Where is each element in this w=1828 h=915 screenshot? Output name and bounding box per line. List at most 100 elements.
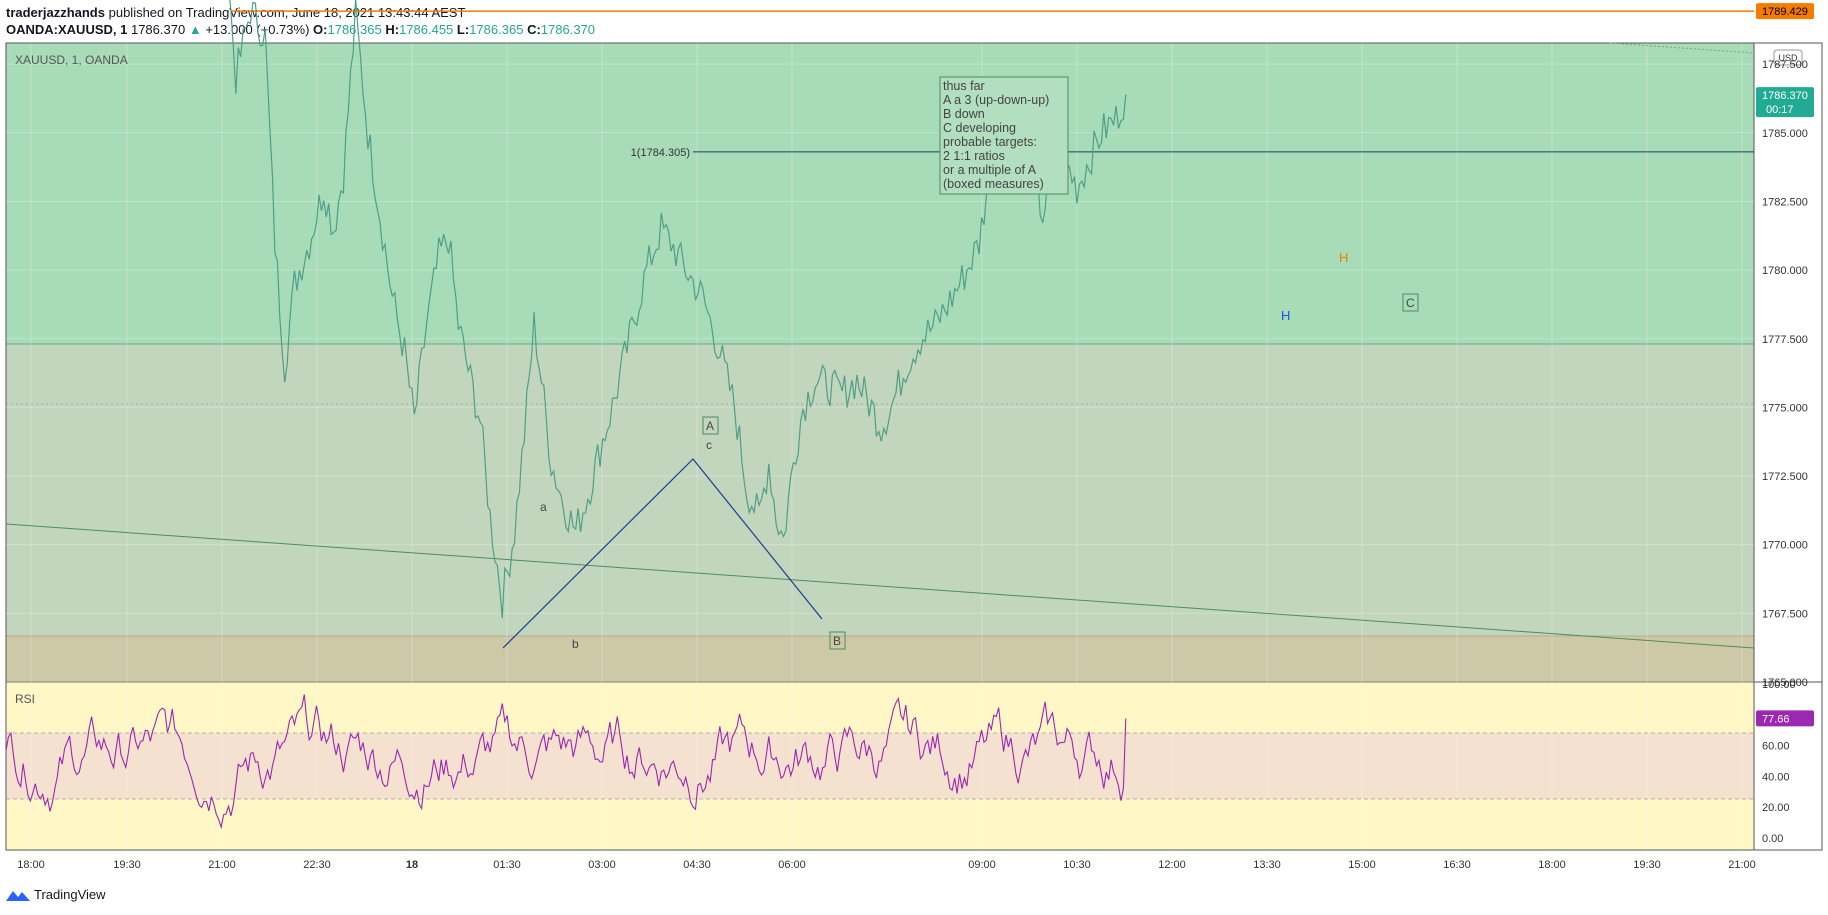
price-tick-label: 1767.500 bbox=[1762, 608, 1808, 620]
time-tick-label: 22:30 bbox=[303, 859, 331, 871]
tradingview-logo-icon bbox=[6, 890, 30, 901]
publish-text: published on TradingView.com, June 18, 2… bbox=[108, 5, 466, 20]
marker-H-orange: H bbox=[1339, 250, 1348, 265]
price-tick-label: 1790.000 bbox=[1762, 0, 1808, 3]
time-tick-label: 18:00 bbox=[1538, 859, 1566, 871]
marker-H-blue: H bbox=[1281, 308, 1290, 323]
chart-title: XAUUSD, 1, OANDA bbox=[15, 53, 128, 67]
time-tick-label: 19:30 bbox=[113, 859, 141, 871]
horizontal-lines[interactable] bbox=[231, 0, 1754, 12]
time-tick-label: 15:00 bbox=[1348, 859, 1376, 871]
price-tick-label: 1780.000 bbox=[1762, 265, 1808, 277]
note-line: A a 3 (up-down-up) bbox=[943, 93, 1049, 107]
green-zone bbox=[6, 43, 1754, 344]
price-tag-label: 1789.429 bbox=[1762, 6, 1808, 18]
rsi-tag-bg bbox=[1756, 710, 1814, 727]
chart-area[interactable]: 1.618(1793.421)1.5236(1792.028)1.414(179… bbox=[0, 0, 1828, 880]
wave-label-a: a bbox=[540, 500, 547, 514]
time-tick-label: 01:30 bbox=[493, 859, 521, 871]
price-tick-label: 1770.000 bbox=[1762, 540, 1808, 552]
publisher-name[interactable]: traderjazzhands bbox=[6, 5, 105, 20]
high-value: 1786.455 bbox=[399, 22, 454, 37]
note-line: or a multiple of A bbox=[943, 163, 1037, 177]
rsi-value-label: 77.66 bbox=[1762, 713, 1790, 725]
price-tick-label: 1785.000 bbox=[1762, 128, 1808, 140]
price-tick-label: 1777.500 bbox=[1762, 334, 1808, 346]
lower-zone bbox=[6, 636, 1754, 682]
wave-lines[interactable] bbox=[502, 458, 823, 649]
publish-info: traderjazzhands published on TradingView… bbox=[6, 5, 465, 20]
price-tag-bg bbox=[1756, 3, 1814, 20]
rsi-tick-label: 20.00 bbox=[1762, 802, 1790, 814]
rsi-series[interactable] bbox=[5, 694, 1127, 830]
time-tick-label: 10:30 bbox=[1063, 859, 1091, 871]
countdown-label: 00:17 bbox=[1766, 104, 1794, 116]
note-line: 2 1:1 ratios bbox=[943, 149, 1005, 163]
middle-zone bbox=[6, 344, 1754, 636]
note-line: (boxed measures) bbox=[943, 177, 1044, 191]
price-axis[interactable]: 1812.5001810.0001807.5001805.0001802.500… bbox=[1762, 0, 1808, 689]
last-price: 1786.370 bbox=[130, 22, 186, 37]
wave-label-C: C bbox=[1406, 296, 1415, 310]
wave-label-b: b bbox=[572, 637, 579, 651]
time-tick-label: 21:00 bbox=[208, 859, 236, 871]
currency-badge[interactable] bbox=[1773, 49, 1803, 66]
brand-name[interactable]: TradingView bbox=[34, 887, 106, 902]
fib-level-label: 1(1784.305) bbox=[631, 147, 690, 159]
rsi-tick-label: 100.00 bbox=[1762, 679, 1796, 691]
time-tick-label: 13:30 bbox=[1253, 859, 1281, 871]
wave-box-C bbox=[1402, 293, 1419, 312]
rsi-label: RSI bbox=[15, 692, 35, 706]
time-tick-label: 19:30 bbox=[1633, 859, 1661, 871]
price-tick-label: 1787.500 bbox=[1762, 59, 1808, 71]
note-line: B down bbox=[943, 107, 985, 121]
current-price-tag-bg bbox=[1756, 87, 1814, 118]
price-tick-label: 1775.000 bbox=[1762, 402, 1808, 414]
rsi-band-fill bbox=[6, 733, 1754, 799]
fibonacci-levels[interactable]: 1.618(1793.421)1.5236(1792.028)1.414(179… bbox=[603, 0, 1754, 159]
time-tick-label: 16:30 bbox=[1443, 859, 1471, 871]
price-series[interactable] bbox=[6, 0, 1127, 619]
low-value: 1786.365 bbox=[469, 22, 524, 37]
price-tick-label: 1765.000 bbox=[1762, 677, 1808, 689]
low-label: L: bbox=[456, 22, 470, 37]
note-line: probable targets: bbox=[943, 135, 1037, 149]
note-line: thus far bbox=[943, 79, 985, 93]
time-tick-label: 18:00 bbox=[17, 859, 45, 871]
wave-label-A: A bbox=[706, 419, 714, 433]
note-line: C developing bbox=[943, 121, 1016, 135]
note-box[interactable] bbox=[939, 76, 1069, 195]
rsi-tick-label: 0.00 bbox=[1762, 833, 1783, 845]
close-label: C: bbox=[527, 22, 541, 37]
rsi-tick-label: 40.00 bbox=[1762, 771, 1790, 783]
wave-box-B bbox=[829, 631, 846, 650]
time-tick-label: 04:30 bbox=[683, 859, 711, 871]
symbol-legend: OANDA:XAUUSD, 1 1786.370 ▲ +13.000 (+0.7… bbox=[6, 22, 595, 37]
wave-box-A bbox=[702, 416, 719, 435]
time-tick-label: 21:00 bbox=[1728, 859, 1756, 871]
time-axis[interactable]: 18:00 19:30 21:00 22:30 18 01:30 03:00 04:30 06:… bbox=[17, 859, 1756, 871]
time-tick-label: 03:00 bbox=[588, 859, 616, 871]
currency-label: USD bbox=[1778, 53, 1798, 63]
price-tick-label: 1782.500 bbox=[1762, 196, 1808, 208]
current-price-label: 1786.370 bbox=[1762, 90, 1808, 102]
time-tick-label: 09:00 bbox=[968, 859, 996, 871]
price-tick-label: 1772.500 bbox=[1762, 471, 1808, 483]
wave-label-B: B bbox=[833, 634, 841, 648]
open-label: O: bbox=[313, 22, 328, 37]
chart-frame bbox=[5, 42, 1823, 851]
time-tick-label: 06:00 bbox=[778, 859, 806, 871]
wave-label-c: c bbox=[706, 438, 712, 452]
trend-line[interactable] bbox=[5, 523, 1755, 649]
footer: TradingView bbox=[6, 887, 106, 902]
trend-line-top[interactable] bbox=[1609, 42, 1755, 54]
up-arrow-icon: ▲ bbox=[188, 22, 202, 37]
symbol-title[interactable]: OANDA:XAUUSD, 1 bbox=[6, 22, 128, 37]
high-label: H: bbox=[385, 22, 400, 37]
close-value: 1786.370 bbox=[540, 22, 596, 37]
rsi-tick-label: 60.00 bbox=[1762, 741, 1790, 753]
time-tick-label: 18 bbox=[406, 859, 418, 871]
